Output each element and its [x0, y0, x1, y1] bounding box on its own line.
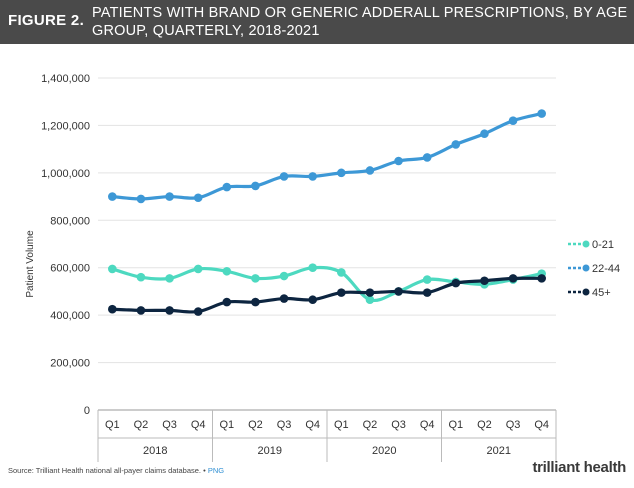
data-point — [394, 287, 403, 296]
data-point — [480, 129, 489, 139]
data-point — [165, 192, 174, 201]
data-point — [394, 156, 403, 166]
y-tick-label: 200,000 — [50, 358, 90, 370]
y-tick-label: 0 — [84, 405, 90, 417]
year-label: 2018 — [143, 445, 167, 457]
x-tick-label: Q2 — [134, 419, 149, 431]
data-point — [279, 294, 289, 303]
data-point — [108, 264, 117, 274]
x-tick-label: Q4 — [191, 419, 206, 431]
x-tick-label: Q4 — [420, 419, 435, 431]
data-point — [193, 193, 203, 203]
source-note: Source: Trilliant Health national all-pa… — [8, 466, 224, 475]
x-tick-label: Q4 — [534, 419, 549, 431]
trilliant-health-logo: trilliant health — [532, 459, 626, 476]
data-point — [251, 297, 260, 307]
series-line — [112, 276, 542, 314]
x-tick-label: Q1 — [334, 419, 349, 431]
x-tick-label: Q2 — [363, 419, 378, 431]
data-point — [136, 194, 146, 204]
data-point — [193, 307, 203, 316]
data-point — [508, 116, 518, 125]
data-point — [337, 268, 346, 277]
y-axis-title: Patient Volume — [25, 230, 36, 298]
legend-marker — [582, 264, 590, 272]
data-point — [508, 274, 518, 283]
series-line — [111, 265, 543, 303]
data-point — [365, 295, 375, 305]
data-point — [337, 168, 346, 178]
x-tick-label: Q1 — [448, 419, 463, 431]
x-tick-label: Q3 — [162, 419, 177, 431]
x-tick-label: Q1 — [219, 419, 234, 431]
source-separator: • — [203, 466, 206, 475]
data-point — [108, 192, 117, 201]
legend-item: 22-44 — [568, 263, 620, 275]
chart-title: PATIENTS WITH BRAND OR GENERIC ADDERALL … — [92, 5, 628, 39]
figure-header: FIGURE 2. PATIENTS WITH BRAND OR GENERIC… — [0, 0, 634, 44]
year-label: 2020 — [372, 445, 396, 457]
data-point — [222, 297, 232, 307]
legend-item: 45+ — [568, 287, 611, 299]
x-tick-label: Q3 — [506, 419, 521, 431]
data-point — [251, 181, 260, 191]
data-point — [136, 306, 146, 315]
data-point — [165, 306, 174, 315]
data-point — [480, 276, 489, 286]
data-point — [308, 172, 317, 181]
data-point — [308, 295, 317, 305]
y-tick-label: 1,200,000 — [41, 120, 90, 132]
data-point — [537, 109, 546, 118]
png-link[interactable]: PNG — [207, 466, 225, 475]
data-point — [451, 140, 461, 149]
y-tick-label: 600,000 — [50, 263, 90, 275]
legend-label: 45+ — [592, 287, 611, 299]
year-label: 2019 — [258, 445, 282, 457]
x-tick-label: Q2 — [477, 419, 492, 431]
x-tick-label: Q3 — [277, 419, 292, 431]
data-point — [193, 264, 203, 274]
x-tick-label: Q2 — [248, 419, 263, 431]
data-point — [279, 172, 289, 181]
figure-label: FIGURE 2. — [8, 12, 85, 29]
data-point — [251, 274, 260, 283]
data-point — [537, 274, 546, 283]
data-point — [365, 166, 375, 175]
legend-label: 0-21 — [592, 239, 614, 251]
x-tick-label: Q3 — [391, 419, 406, 431]
data-point — [279, 271, 289, 281]
x-tick-label: Q1 — [105, 419, 120, 431]
legend-item: 0-21 — [568, 239, 614, 251]
source-text: Source: Trilliant Health national all-pa… — [8, 466, 202, 475]
data-point — [365, 288, 375, 297]
data-point — [222, 182, 232, 192]
series-line — [112, 112, 543, 201]
year-label: 2021 — [487, 445, 511, 457]
data-point — [165, 274, 174, 283]
data-point — [222, 266, 232, 276]
data-point — [451, 278, 461, 288]
data-point — [422, 288, 432, 297]
data-point — [422, 275, 432, 284]
y-tick-label: 800,000 — [50, 215, 90, 227]
data-point — [337, 288, 346, 297]
legend-label: 22-44 — [592, 263, 620, 275]
data-point — [108, 304, 117, 314]
y-tick-label: 1,400,000 — [41, 73, 90, 85]
legend-marker — [582, 240, 590, 248]
x-tick-label: Q4 — [305, 419, 320, 431]
line-chart: 0 200,000 400,000 600,000 800,000 1,000,000 1,… — [25, 73, 620, 462]
legend-marker — [582, 288, 590, 296]
data-point — [136, 272, 146, 282]
y-tick-label: 400,000 — [50, 310, 90, 322]
data-point — [308, 263, 317, 273]
y-tick-label: 1,000,000 — [41, 168, 90, 180]
data-point — [422, 153, 432, 162]
